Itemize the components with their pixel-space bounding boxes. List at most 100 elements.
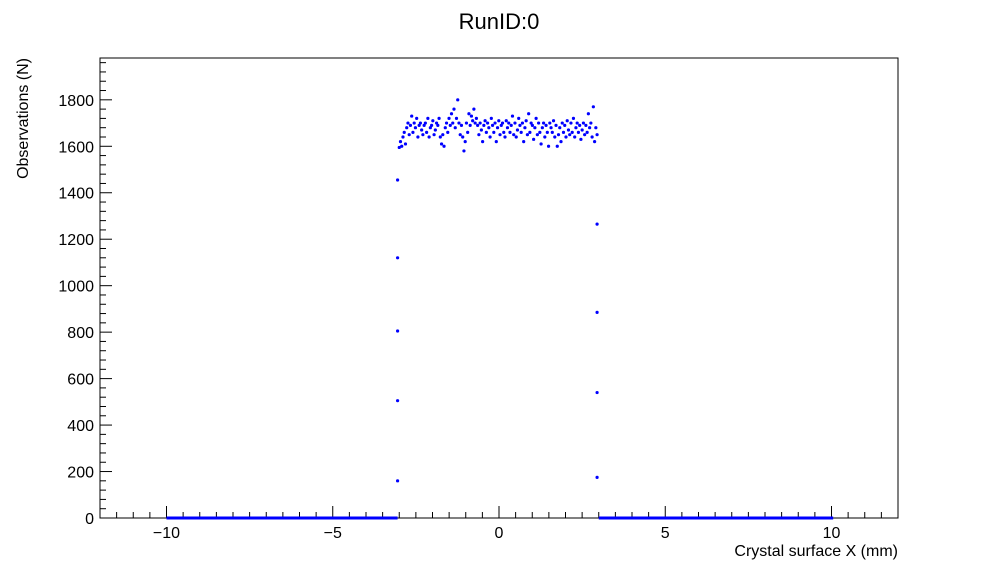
data-point — [457, 121, 461, 125]
data-point — [416, 135, 420, 139]
data-point — [433, 128, 437, 132]
data-point — [568, 133, 572, 137]
data-point — [524, 119, 528, 123]
data-point — [545, 130, 549, 134]
x-tick-label: 5 — [661, 525, 670, 542]
data-point — [447, 116, 451, 121]
data-point — [442, 144, 446, 148]
data-point — [431, 119, 435, 123]
data-point — [452, 107, 456, 111]
data-point — [439, 142, 444, 146]
data-point — [468, 123, 472, 127]
data-point — [514, 135, 518, 139]
data-point — [508, 130, 512, 134]
x-tick-label: −5 — [324, 525, 342, 542]
data-point — [566, 128, 571, 132]
y-tick-label: 1000 — [58, 279, 94, 296]
data-point — [446, 130, 450, 134]
data-point — [421, 133, 425, 137]
data-point — [544, 123, 548, 127]
data-point — [575, 121, 579, 125]
data-point — [540, 126, 544, 130]
data-point — [546, 144, 551, 148]
data-point — [471, 119, 475, 123]
data-point — [459, 123, 464, 127]
data-point — [538, 130, 542, 134]
data-point — [517, 116, 521, 121]
data-point — [500, 121, 505, 125]
plot-frame — [99, 57, 899, 519]
data-point — [477, 133, 481, 137]
data-point — [528, 130, 532, 134]
y-axis: 0 200 400 600 800 1000 1200 1400 1600 1800 — [58, 62, 112, 528]
data-point — [458, 133, 462, 137]
data-point — [443, 126, 447, 130]
data-point — [515, 128, 520, 132]
data-point — [525, 133, 530, 137]
data-point — [565, 119, 569, 123]
data-point — [487, 126, 491, 130]
y-tick-label: 1400 — [58, 186, 94, 203]
data-point — [595, 133, 599, 137]
data-point — [406, 121, 410, 125]
data-point — [411, 130, 415, 134]
data-point — [533, 126, 537, 130]
data-point — [507, 121, 511, 125]
data-point — [400, 144, 404, 148]
data-point — [425, 130, 429, 134]
data-point — [489, 116, 493, 121]
data-point — [483, 119, 487, 123]
data-point — [539, 142, 543, 146]
data-point — [451, 121, 455, 125]
data-point — [591, 105, 595, 109]
data-point — [403, 142, 408, 146]
data-point — [474, 116, 478, 121]
data-point — [453, 126, 457, 130]
data-point — [594, 126, 598, 130]
data-point — [476, 123, 480, 127]
data-point — [466, 130, 470, 134]
data-point — [432, 133, 436, 137]
data-point — [513, 121, 517, 125]
data-point — [395, 479, 400, 483]
data-point — [527, 112, 531, 116]
data-point — [484, 130, 488, 134]
x-tick-label: −10 — [153, 525, 180, 542]
data-point — [473, 121, 477, 125]
data-point — [550, 130, 554, 134]
data-point — [509, 123, 513, 127]
y-tick-label: 600 — [67, 372, 94, 389]
data-point — [413, 126, 418, 130]
data-point — [595, 475, 599, 479]
data-point — [463, 140, 467, 144]
y-tick-label: 1600 — [58, 139, 94, 156]
chart-title: RunID:0 — [459, 9, 540, 34]
data-point — [441, 133, 445, 137]
y-axis-label: Observations (N) — [15, 58, 32, 179]
data-point — [479, 128, 483, 132]
data-point — [589, 121, 593, 125]
data-point — [581, 121, 586, 125]
data-point — [570, 130, 574, 134]
data-point — [569, 121, 573, 125]
data-point — [523, 126, 527, 130]
data-point — [410, 114, 414, 118]
data-point — [590, 135, 594, 139]
data-point — [551, 119, 556, 123]
data-point — [571, 116, 576, 121]
data-point — [492, 130, 496, 134]
data-point — [469, 114, 474, 118]
data-point — [535, 133, 539, 137]
data-point — [595, 390, 599, 395]
data-point — [485, 121, 490, 125]
data-point — [595, 222, 599, 226]
data-point — [561, 130, 566, 134]
data-point — [563, 123, 567, 127]
data-point — [482, 123, 486, 127]
data-point — [504, 119, 508, 123]
data-point — [405, 126, 409, 130]
data-point — [556, 133, 561, 137]
data-point — [505, 126, 510, 130]
data-point — [456, 98, 460, 102]
